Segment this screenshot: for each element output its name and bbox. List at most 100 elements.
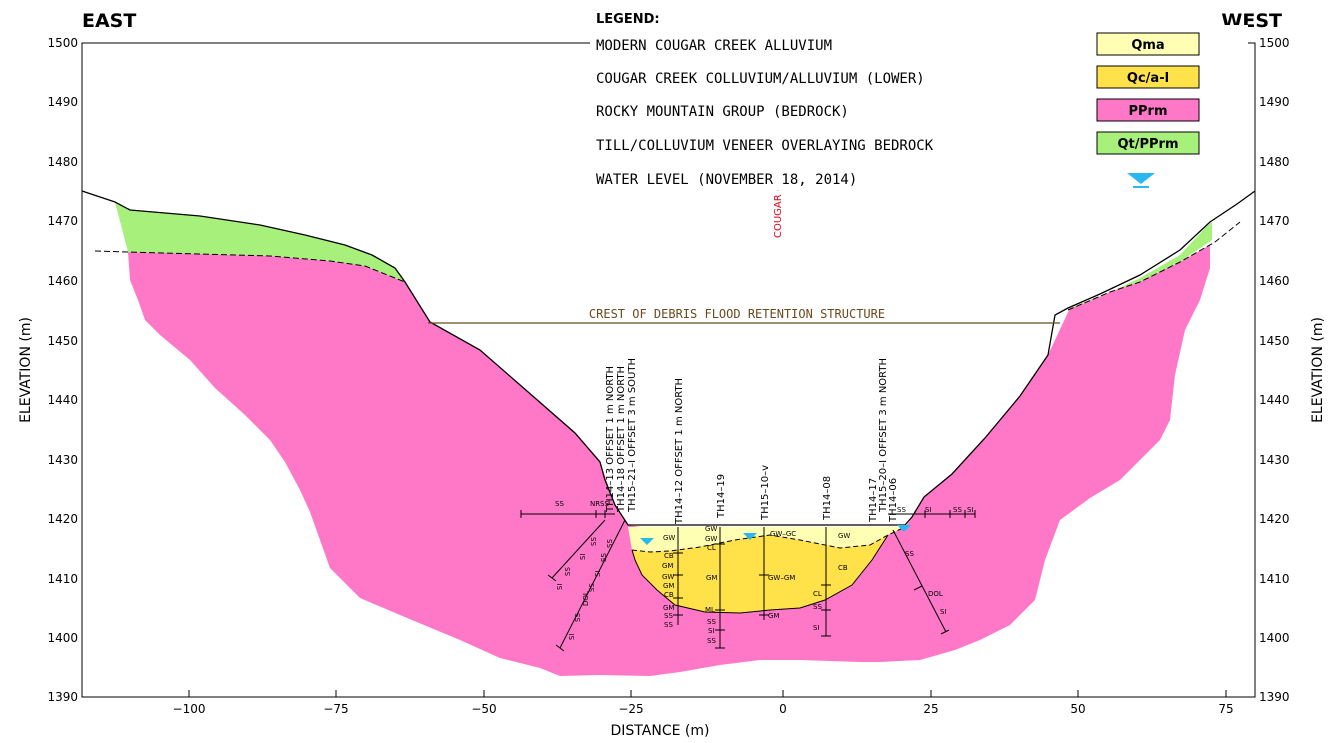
legend-symbol-qca: Qc/a-l: [1127, 71, 1169, 86]
borehole-label-th15-21: TH15–21–I OFFSET 3 m SOUTH: [627, 358, 638, 513]
legend-label-qca: COUGAR CREEK COLLUVIUM/ALLUVIUM (LOWER): [596, 71, 925, 87]
svg-text:1450: 1450: [1259, 334, 1290, 348]
svg-text:SS: SS: [664, 612, 673, 620]
veneer-unit-qt-pprm: [115, 202, 405, 282]
svg-text:SS: SS: [953, 506, 962, 514]
y-axis-title-right: ELEVATION (m): [1310, 317, 1326, 423]
y-tick-labels-left: 1500 1490 1480 1470 1460 1450 1440 1430 …: [47, 36, 78, 704]
svg-text:GW: GW: [705, 525, 717, 533]
borehole-label-th14-19: TH14–19: [716, 474, 727, 519]
veneer-contact-east: [94, 250, 406, 283]
svg-text:1430: 1430: [47, 453, 78, 467]
svg-text:GW–GM: GW–GM: [768, 574, 795, 582]
svg-text:25: 25: [923, 702, 938, 716]
svg-text:1400: 1400: [1259, 631, 1290, 645]
ground-surface-profile: [81, 190, 1256, 526]
svg-text:NR: NR: [590, 500, 600, 508]
legend-symbol-qma: Qma: [1131, 38, 1164, 53]
svg-text:SS: SS: [905, 550, 914, 558]
svg-text:CL: CL: [707, 544, 716, 552]
svg-text:SS: SS: [897, 506, 906, 514]
svg-text:−25: −25: [618, 702, 643, 716]
svg-text:1420: 1420: [47, 512, 78, 526]
tick-marks: [188, 690, 1227, 697]
svg-text:−75: −75: [323, 702, 348, 716]
svg-text:SI: SI: [813, 624, 820, 632]
svg-text:1430: 1430: [1259, 453, 1290, 467]
legend-label-qt-pprm: TILL/COLLUVIUM VENEER OVERLAYING BEDROCK: [596, 138, 934, 154]
water-level-markers: [640, 525, 911, 545]
svg-text:1410: 1410: [47, 572, 78, 586]
borehole-label-th14-08: TH14–08: [822, 476, 833, 521]
svg-text:SS: SS: [600, 553, 608, 562]
svg-text:SI: SI: [568, 633, 576, 640]
borehole-label-th14-17: TH14–17: [868, 478, 879, 523]
svg-text:SS: SS: [664, 621, 673, 629]
svg-text:1500: 1500: [1259, 36, 1290, 50]
svg-text:1470: 1470: [47, 214, 78, 228]
svg-text:GW: GW: [663, 534, 675, 542]
svg-text:GW: GW: [662, 573, 674, 581]
svg-text:GM: GM: [663, 582, 674, 590]
legend-symbol-qt-pprm: Qt/PPrm: [1117, 137, 1178, 152]
borehole-label-th14-06: TH14–06: [888, 478, 899, 523]
bedrock-unit-ppr: [128, 245, 1210, 676]
modern-alluvium-unit-qma: [628, 527, 905, 552]
svg-text:GM: GM: [662, 562, 673, 570]
svg-text:1500: 1500: [47, 36, 78, 50]
svg-text:1410: 1410: [1259, 572, 1290, 586]
svg-text:SI: SI: [594, 570, 602, 577]
qca-base-contact: [631, 534, 889, 614]
svg-text:1440: 1440: [47, 393, 78, 407]
svg-text:SS: SS: [600, 500, 609, 508]
legend-heading: LEGEND:: [596, 12, 660, 27]
svg-text:SS: SS: [813, 603, 822, 611]
svg-text:1400: 1400: [47, 631, 78, 645]
borehole-label-th14-13: TH14–13 OFFSET 1 m NORTH: [605, 366, 616, 513]
svg-text:SS: SS: [588, 583, 596, 592]
svg-text:CB: CB: [838, 564, 848, 572]
borehole-label-th15-10: TH15–10–v: [760, 465, 771, 521]
svg-text:ML: ML: [705, 606, 715, 614]
svg-text:SI: SI: [967, 506, 974, 514]
water-level-icon: [640, 538, 654, 545]
legend-symbol-pprm: PPrm: [1128, 104, 1167, 119]
svg-text:1450: 1450: [47, 334, 78, 348]
legend-label-water-level: WATER LEVEL (NOVEMBER 18, 2014): [596, 172, 857, 188]
svg-text:SS: SS: [564, 567, 572, 576]
qma-qca-contact: [631, 526, 906, 553]
svg-text:DOL: DOL: [582, 591, 590, 606]
svg-text:GW: GW: [705, 535, 717, 543]
svg-text:GW–GC: GW–GC: [770, 530, 796, 538]
y-axis-title-left: ELEVATION (m): [18, 317, 34, 423]
svg-text:50: 50: [1070, 702, 1085, 716]
legend-swatch-qt-pprm: [1096, 131, 1200, 155]
svg-text:SI: SI: [940, 608, 947, 616]
svg-text:1490: 1490: [47, 95, 78, 109]
svg-text:SI: SI: [708, 627, 715, 635]
svg-text:GM: GM: [706, 574, 717, 582]
svg-text:1390: 1390: [47, 690, 78, 704]
legend-swatch-pprm: [1096, 98, 1200, 122]
borehole-left-incline-a: [551, 519, 606, 579]
svg-text:CB: CB: [664, 552, 674, 560]
borehole-label-th14-12: TH14–12 OFFSET 1 m NORTH: [674, 378, 685, 525]
svg-text:CB: CB: [664, 591, 674, 599]
crest-label: CREST OF DEBRIS FLOOD RETENTION STRUCTUR…: [589, 307, 885, 321]
y-tick-labels-right: 1500 1490 1480 1470 1460 1450 1440 1430 …: [1259, 36, 1290, 704]
svg-text:SS: SS: [606, 539, 614, 548]
svg-text:GM: GM: [768, 612, 779, 620]
geologic-contacts: [94, 221, 1241, 614]
svg-text:SS: SS: [555, 500, 564, 508]
legend-label-qma: MODERN COUGAR CREEK ALLUVIUM: [596, 38, 832, 54]
svg-text:GM: GM: [663, 604, 674, 612]
geology-units: [115, 202, 1212, 676]
water-level-icon: [743, 533, 757, 540]
svg-text:1390: 1390: [1259, 690, 1290, 704]
svg-text:1440: 1440: [1259, 393, 1290, 407]
veneer-contact-west: [1067, 221, 1241, 311]
legend-label-pprm: ROCKY MOUNTAIN GROUP (BEDROCK): [596, 104, 849, 120]
borehole-labels: TH14–13 OFFSET 1 m NORTH TH14–18 OFFSET …: [605, 358, 899, 525]
borehole-left-incline-b: [559, 519, 626, 649]
